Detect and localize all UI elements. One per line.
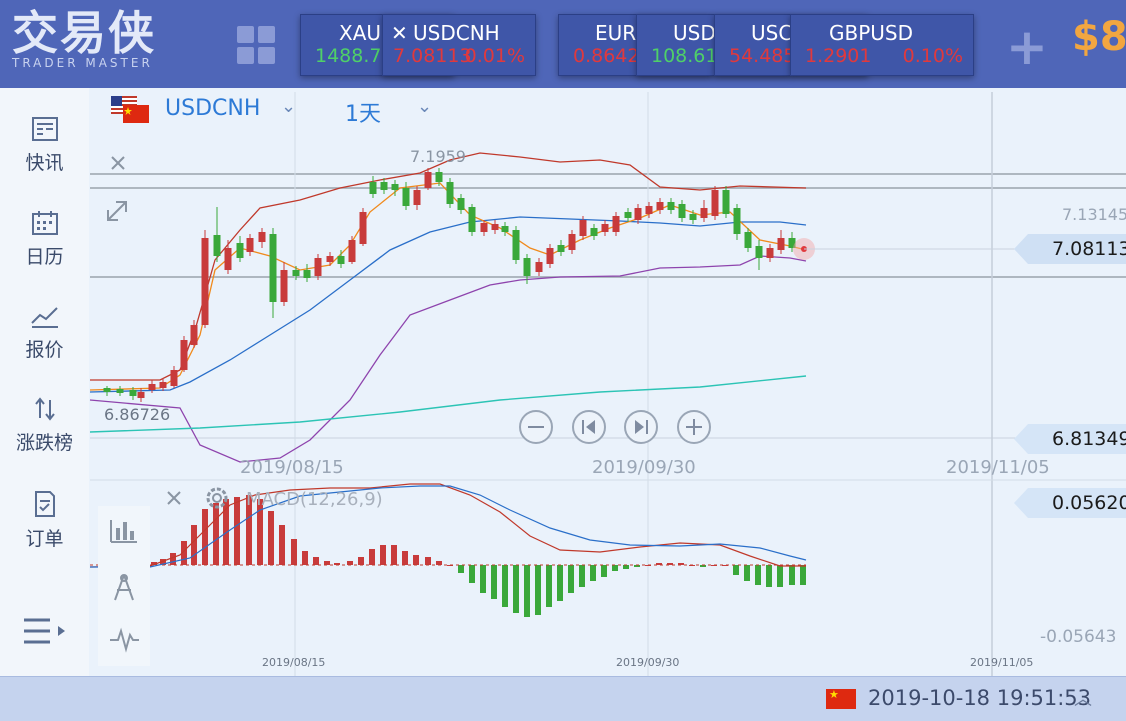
middle-bollinger-band (89, 216, 807, 393)
period-selector[interactable]: 1天 ⌄ (345, 96, 432, 128)
symbol-label: USDCNH (165, 96, 261, 121)
status-bar: ★ 2019-10-18 19:51:53 ︿ (0, 676, 1126, 721)
candlestick-chart[interactable]: 7.1959 6.86726 7.13145 2019/08/15 2019/0… (0, 88, 1126, 678)
sidebar-item-label: 日历 (25, 246, 64, 268)
sidebar-item-calendar[interactable]: 日历 (0, 200, 89, 280)
logo-text: 交易侠 (12, 6, 156, 60)
macd-line (89, 483, 806, 568)
drawing-compass-icon[interactable] (114, 574, 134, 601)
period-label: 1天 (345, 102, 381, 127)
collapse-icon[interactable] (107, 201, 127, 221)
macd-signal-line (90, 485, 807, 568)
tab-price: 54.485 (729, 45, 796, 67)
scroll-start-button[interactable] (572, 410, 606, 444)
tab-symbol: USDCNH (413, 21, 500, 45)
tab-gbpusd[interactable]: GBPUSD 1.2901 0.10% (790, 14, 974, 76)
axis-date-small-3: 2019/11/05 (970, 656, 1033, 669)
tag-arrow-icon (1014, 424, 1028, 454)
flag-us-cn-icon (111, 96, 149, 123)
account-balance[interactable]: $82 (1072, 14, 1126, 60)
close-chart-icon[interactable] (111, 156, 125, 170)
tab-symbol: USC (751, 21, 793, 45)
news-icon (31, 117, 58, 141)
pulse-icon[interactable] (110, 627, 139, 653)
chevron-up-icon[interactable]: ︿ (1074, 689, 1092, 710)
tag-arrow-icon (1014, 488, 1028, 518)
sidebar-item-ranking[interactable]: 涨跌榜 (0, 386, 89, 466)
order-list-icon (34, 491, 55, 517)
macd-histogram (151, 495, 806, 617)
short-moving-average (89, 182, 807, 391)
tab-symbol: EUR (595, 21, 637, 45)
date-label-3: 2019/11/05 (946, 457, 1050, 478)
settings-gear-icon[interactable] (206, 487, 228, 509)
tab-price: 1488.7 (315, 45, 382, 67)
top-bar: 交易侠 TRADER MASTER XAU 1488.7 ✕ USDCNH 7.… (0, 0, 1126, 88)
long-moving-average (89, 375, 807, 433)
sidebar-item-label: 订单 (25, 528, 64, 550)
high-price-label: 7.1959 (410, 147, 466, 166)
tab-symbol: USD (673, 21, 716, 45)
tab-price: 108.61 (651, 45, 718, 67)
lower-bollinger-band (89, 255, 807, 463)
tab-change: 0.10% (902, 45, 963, 67)
tab-usdcnh[interactable]: ✕ USDCNH 7.08113 0.01% (382, 14, 536, 76)
zoom-in-button[interactable] (677, 410, 711, 444)
close-icon[interactable]: ✕ (391, 21, 408, 45)
sidebar-item-label: 快讯 (25, 152, 64, 174)
calendar-icon (31, 211, 58, 235)
server-datetime: 2019-10-18 19:51:53 (868, 686, 1092, 710)
chart-area: USDCNH ⌄ 1天 ⌄ (89, 88, 1126, 676)
grid-menu-icon[interactable] (237, 26, 277, 66)
date-label-2: 2019/09/30 (592, 457, 696, 478)
date-label-1: 2019/08/15 (240, 457, 344, 478)
sidebar: 快讯 日历 报价 涨跌榜 订单 (0, 88, 90, 676)
low-price-label: 6.86726 (104, 405, 170, 424)
axis-bottom-tag: 6.81349 (1014, 424, 1126, 454)
tab-price: 1.2901 (805, 45, 872, 67)
sidebar-item-news[interactable]: 快讯 (0, 106, 89, 186)
tab-price: 7.08113 (393, 45, 472, 67)
zoom-out-button[interactable] (519, 410, 553, 444)
tab-change: 0.01% (464, 45, 525, 67)
macd-current-tag: 0.05620 (1014, 488, 1126, 518)
tab-symbol: XAU (339, 21, 382, 45)
scroll-end-button[interactable] (624, 410, 658, 444)
flag-cn-icon: ★ (826, 689, 856, 709)
add-tab-icon[interactable]: + (1006, 18, 1048, 76)
tab-price: 0.8642 (573, 45, 640, 67)
quote-chart-icon (30, 307, 58, 328)
chevron-down-icon: ⌄ (281, 96, 297, 117)
indicator-label: MACD(12,26,9) (246, 489, 383, 510)
indicator-chart-icon[interactable] (110, 520, 137, 543)
sidebar-item-quotes[interactable]: 报价 (0, 293, 89, 373)
axis-date-small-2: 2019/09/30 (616, 656, 679, 669)
chevron-down-icon: ⌄ (417, 96, 433, 117)
current-price-value: 7.08113 (1052, 238, 1126, 260)
macd-current-value: 0.05620 (1052, 492, 1126, 514)
sidebar-item-orders[interactable]: 订单 (0, 480, 89, 560)
macd-bottom-label: -0.05643 (1040, 627, 1116, 647)
sidebar-item-label: 涨跌榜 (15, 432, 73, 454)
up-down-arrows-icon (34, 397, 55, 421)
logo-subtitle: TRADER MASTER (12, 56, 153, 70)
app-logo: 交易侠 TRADER MASTER (12, 6, 156, 70)
axis-bottom-value: 6.81349 (1052, 428, 1126, 450)
sidebar-item-label: 报价 (25, 339, 64, 361)
tag-arrow-icon (1014, 234, 1028, 264)
tab-symbol: GBPUSD (829, 21, 914, 45)
axis-date-small-1: 2019/08/15 (262, 656, 325, 669)
close-indicator-icon[interactable] (167, 491, 181, 505)
axis-top-label: 7.13145 (1062, 205, 1126, 224)
current-price-tag: 7.08113 (1014, 234, 1126, 264)
candles (103, 168, 796, 402)
menu-expand-icon[interactable] (22, 616, 68, 646)
